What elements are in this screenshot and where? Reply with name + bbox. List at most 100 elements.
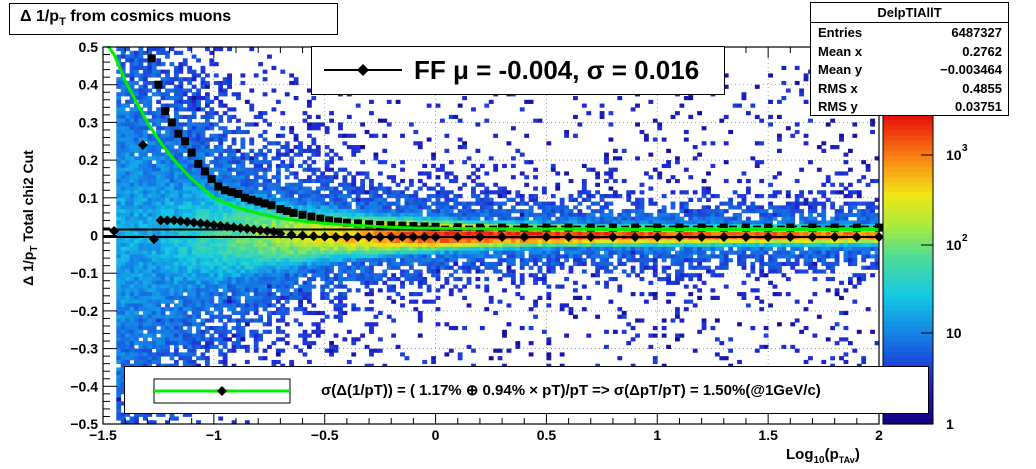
heatmap-cell [191,137,197,142]
heatmap-cell [329,341,334,346]
heatmap-cell [196,92,201,97]
heatmap-cell [373,258,379,263]
heatmap-cell [160,307,166,312]
heatmap-cell [125,288,130,293]
heatmap-cell [355,216,361,221]
heatmap-cell [236,220,241,225]
heatmap-cell [267,250,272,255]
heatmap-cell [142,276,148,282]
heatmap-cell [134,137,139,142]
heatmap-cell [564,333,569,338]
heatmap-cell [142,182,148,187]
heatmap-cell [116,276,122,282]
heatmap-cell [293,280,299,285]
heatmap-cell [244,284,250,289]
heatmap-cell [116,194,122,199]
heatmap-cell [173,254,179,259]
heatmap-cell [453,254,459,259]
heatmap-cell [120,62,126,67]
heatmap-cell [528,220,534,225]
heatmap-cell [160,156,166,161]
heatmap-cell [244,269,250,274]
heatmap-cell [329,261,334,267]
heatmap-cell [426,197,432,202]
heatmap-cell [342,337,348,342]
heatmap-cell [262,246,268,251]
heatmap-cell [227,156,232,161]
heatmap-cell [134,171,139,176]
heatmap-cell [293,133,299,138]
heatmap-cell [275,186,281,191]
heatmap-cell [351,265,357,270]
heatmap-cell [129,186,135,191]
heatmap-cell [120,318,126,323]
heatmap-cell [138,216,144,221]
heatmap-cell [196,280,201,285]
heatmap-cell [431,239,436,244]
heatmap-cell [617,254,623,259]
heatmap-cell [138,322,144,327]
heatmap-cell [462,284,468,289]
heatmap-cell [191,133,197,138]
heatmap-cell [338,284,343,289]
heatmap-cell [213,243,219,248]
heatmap-cell [528,212,534,218]
heatmap-cell [187,363,193,368]
heatmap-cell [173,322,179,327]
heatmap-cell [510,156,516,161]
heatmap-cell [581,182,587,187]
heatmap-cell [466,265,472,270]
heatmap-cell [599,265,605,270]
heatmap-cell [568,178,574,184]
heatmap-cell [471,209,476,214]
heatmap-cell [302,205,308,210]
heatmap-cell [408,231,414,236]
heatmap-cell [116,393,122,399]
heatmap-cell [404,194,410,199]
heatmap-cell [444,254,450,259]
heatmap-cell [178,269,184,274]
heatmap-cell [342,243,348,248]
heatmap-cell [249,239,255,244]
heatmap-cell [151,254,157,259]
heatmap-cell [426,220,432,225]
heatmap-cell [253,152,259,157]
heatmap-cell [417,280,423,285]
heatmap-cell [182,92,188,97]
heatmap-cell [422,261,428,267]
heatmap-cell [528,231,534,236]
heatmap-cell [165,265,170,270]
heatmap-cell [519,171,525,176]
heatmap-cell [134,220,139,225]
heatmap-cell [426,265,432,270]
heatmap-cell [253,310,259,316]
heatmap-cell [129,167,135,172]
heatmap-cell [116,107,122,112]
heatmap-cell [280,363,286,368]
heatmap-cell [218,137,224,142]
heatmap-cell [617,288,623,293]
heatmap-cell [182,231,188,236]
heatmap-cell [165,186,170,191]
heatmap-cell [484,261,490,267]
heatmap-cell [142,50,148,55]
heatmap-cell [333,186,339,191]
heatmap-cell [191,163,197,169]
heatmap-cell [147,99,153,104]
heatmap-cell [351,178,357,184]
heatmap-cell [373,276,379,282]
heatmap-cell [360,220,366,225]
heatmap-cell [329,276,334,282]
heatmap-cell [324,261,330,267]
heatmap-cell [453,201,459,206]
heatmap-cell [311,96,317,101]
heatmap-cell [320,258,326,263]
heatmap-cell [169,269,175,274]
heatmap-cell [134,205,139,210]
heatmap-cell [231,307,237,312]
heatmap-cell [173,175,179,180]
heatmap-cell [222,216,228,221]
heatmap-cell [346,254,352,259]
heatmap-cell [147,322,153,327]
heatmap-cell [173,292,179,297]
